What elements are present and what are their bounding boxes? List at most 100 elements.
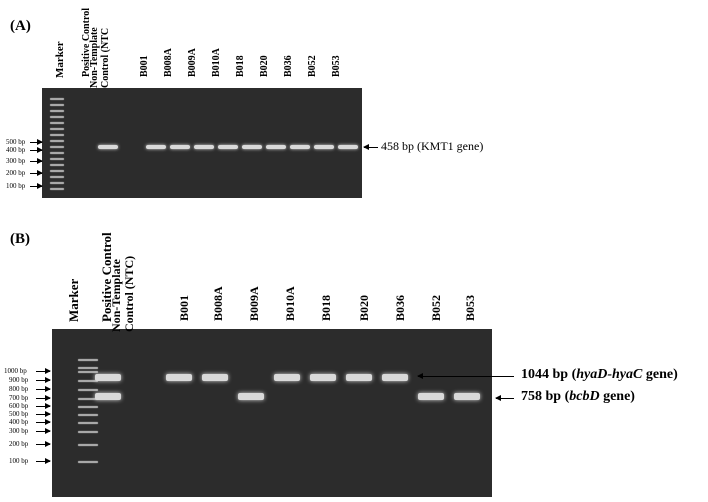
marker-band [78,389,98,391]
marker-label-b-100: 100 bp [9,457,29,465]
lane-label-a-b018: B018 [235,55,246,77]
sample-band [170,145,190,149]
gel-image-b [52,329,492,497]
marker-band [78,406,98,408]
marker-arrow-a-200 [30,170,43,176]
marker-band [78,461,98,463]
lane-label-a-marker: Marker [54,41,66,78]
sample-band [274,374,300,381]
lane-label-a-b010a: B010A [211,48,222,77]
marker-arrow-b-600 [36,403,51,409]
marker-band [78,380,98,382]
marker-label-b-900: 900 bp [9,376,29,384]
sample-band [382,374,408,381]
annotation-b-1044-gene-name: hyaD-hyaC [576,367,643,382]
lane-label-a-ntc: Non-Template Control (NTC [89,27,111,88]
marker-band [78,414,98,416]
annotation-arrow-b-758 [495,395,514,401]
marker-arrow-b-300 [36,428,51,434]
marker-arrow-b-400 [36,419,51,425]
marker-band [50,104,64,106]
marker-band [50,176,64,178]
marker-band [50,140,64,142]
marker-band [50,158,64,160]
annotation-b-758-gene-close: gene) [599,389,635,404]
annotation-b-758: 758 bp (bcbD gene) [521,389,635,405]
lane-label-a-b036: B036 [283,55,294,77]
sample-band [202,374,228,381]
marker-band [78,444,98,446]
marker-band [50,98,64,100]
marker-label-b-600: 600 bp [9,402,29,410]
marker-arrow-a-300 [30,158,43,164]
lane-label-b-b053: B053 [463,294,477,321]
marker-label-a-400: 400 bp [6,146,26,154]
lane-label-b-b018: B018 [319,294,333,321]
marker-band [78,398,98,400]
marker-arrow-b-200 [36,441,51,447]
lane-label-b-marker: Marker [66,278,81,322]
marker-label-a-200: 200 bp [6,169,26,177]
annotation-arrow-b-1044 [417,373,514,379]
marker-band [78,431,98,433]
gel-image-a [42,88,362,198]
panel-a-label: (A) [10,18,31,34]
lane-label-a-b020: B020 [259,55,270,77]
marker-arrow-b-500 [36,411,51,417]
sample-band [338,145,358,149]
marker-band [50,122,64,124]
lane-label-b-ntc: Non-Template Control (NTC) [109,255,136,332]
sample-band [146,145,166,149]
sample-band [242,145,262,149]
marker-label-b-700: 700 bp [9,394,29,402]
annotation-b-1044-gene-close: gene) [642,367,678,382]
marker-arrow-b-900 [36,377,51,383]
sample-band [454,393,480,400]
marker-band [50,182,64,184]
marker-band [50,116,64,118]
sample-band [95,374,121,381]
lane-label-a-b009a: B009A [187,48,198,77]
marker-arrow-a-500 [30,139,43,145]
marker-band [78,422,98,424]
lane-label-b-b020: B020 [357,294,371,321]
annotation-b-1044-gene-open: ( [571,367,577,382]
marker-band [78,359,98,361]
annotation-b-758-size: 758 bp [521,389,562,404]
sample-band [266,145,286,149]
marker-arrow-b-700 [36,395,51,401]
sample-band [218,145,238,149]
annotation-a-size: 458 bp [381,139,414,153]
marker-arrow-b-100 [36,458,51,464]
marker-band [50,110,64,112]
sample-band [418,393,444,400]
marker-arrow-a-100 [30,183,43,189]
annotation-a-gene: (KMT1 gene) [417,139,484,153]
lane-label-b-b010a: B010A [283,286,297,321]
marker-band [50,164,64,166]
marker-band [50,152,64,154]
marker-band [50,128,64,130]
sample-band [98,145,118,149]
lane-label-a-b001: B001 [139,55,150,77]
sample-band [290,145,310,149]
lane-label-b-b036: B036 [393,294,407,321]
lane-label-b-b008a: B008A [211,286,225,321]
sample-band [346,374,372,381]
marker-label-b-400: 400 bp [9,418,29,426]
lane-label-b-b001: B001 [177,294,191,321]
marker-label-b-300: 300 bp [9,427,29,435]
sample-band [314,145,334,149]
annotation-b-758-gene-open: ( [564,389,570,404]
annotation-a-458: 458 bp (KMT1 gene) [381,139,483,154]
marker-label-b-800: 800 bp [9,385,29,393]
marker-band [78,367,98,369]
lane-label-a-b053: B053 [331,55,342,77]
sample-band [194,145,214,149]
lane-label-b-b052: B052 [429,294,443,321]
marker-label-b-200: 200 bp [9,440,29,448]
marker-label-a-100: 100 bp [6,182,26,190]
marker-band [50,170,64,172]
sample-band [238,393,264,400]
sample-band [310,374,336,381]
